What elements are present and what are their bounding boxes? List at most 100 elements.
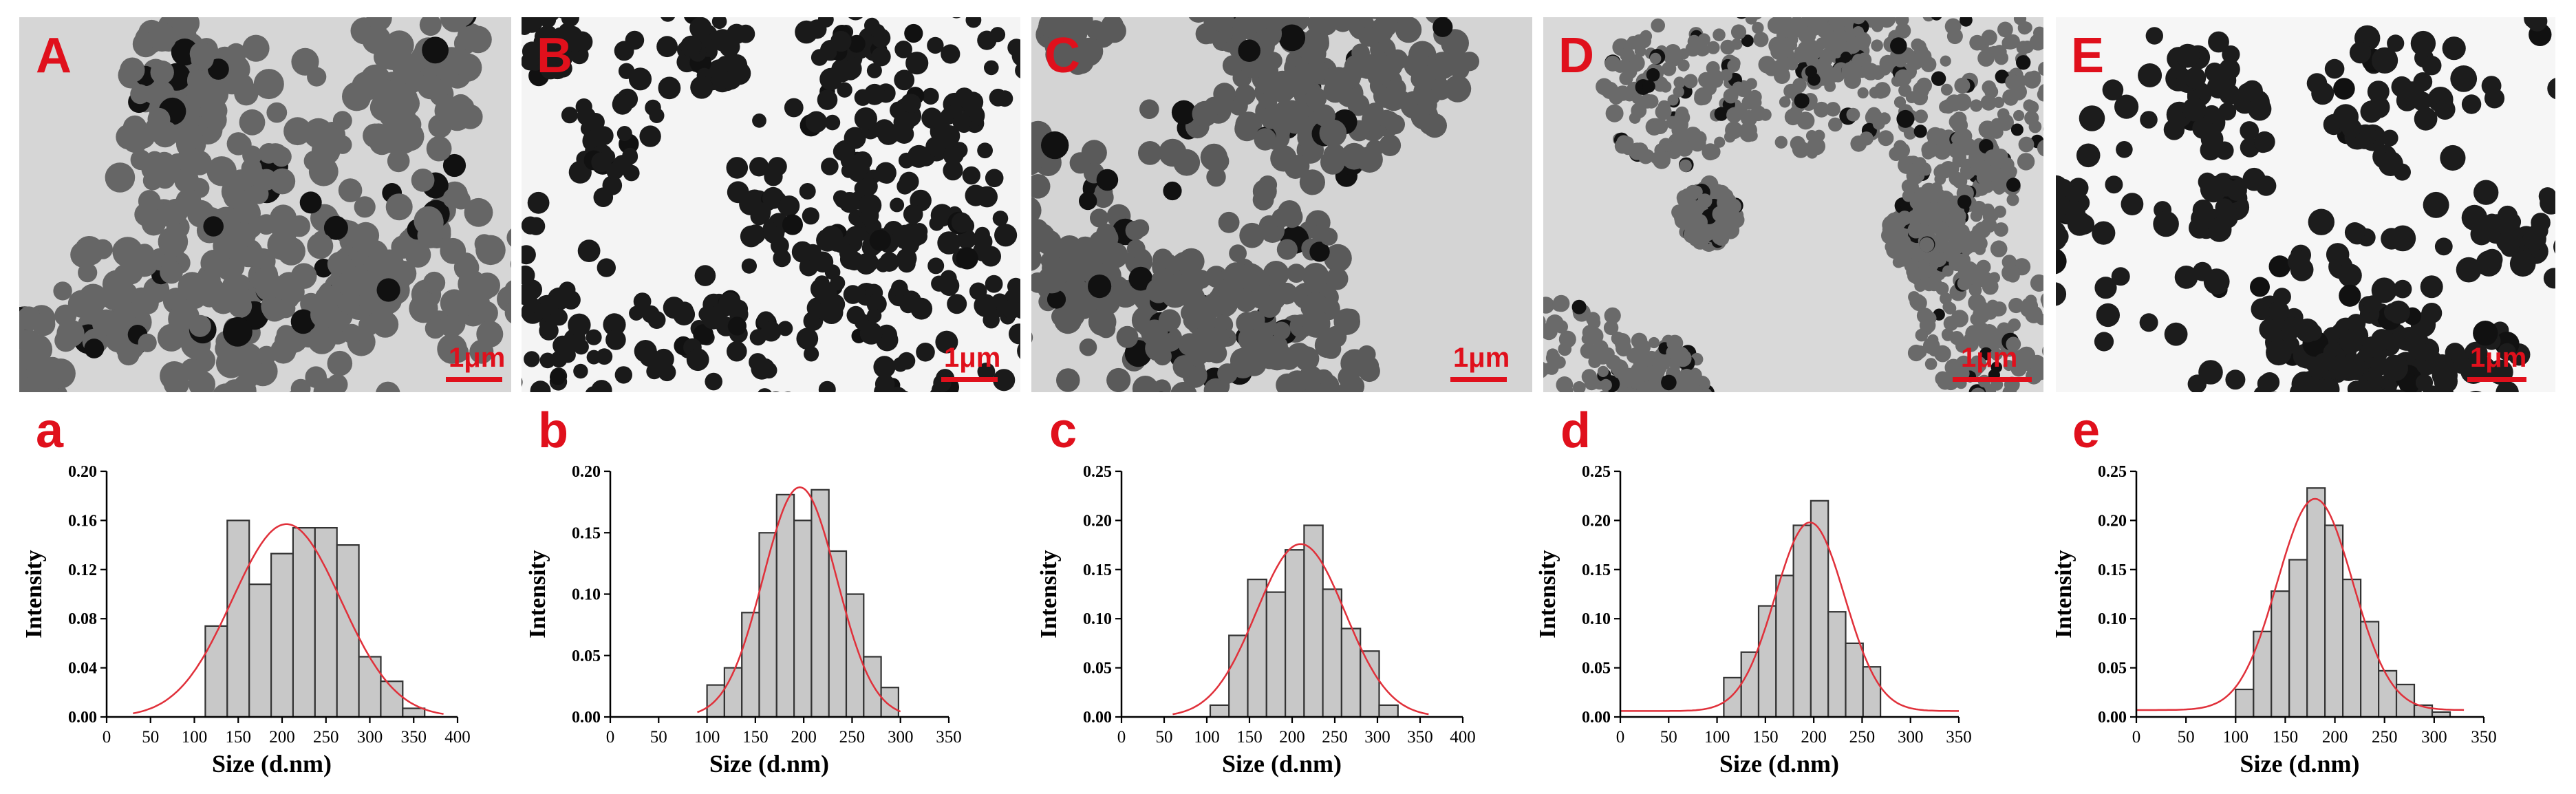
particle [1247,17,1272,31]
particle [2016,55,2031,70]
particle [524,351,540,367]
particle [2023,99,2035,111]
particle [658,76,681,100]
particle [869,229,891,251]
particle [2391,76,2413,98]
particle [1664,44,1682,61]
particle [1935,164,1949,178]
x-tick-label: 400 [1450,728,1476,747]
particle [1922,279,1935,292]
particle [1066,17,1072,18]
particle [2037,34,2043,48]
particle [586,350,601,365]
x-tick-label: 300 [2421,728,2447,747]
particle [1132,376,1159,392]
histogram-d: 0 50 100 150 200 250 300 350 0.00 0.05 0.10 0.15 0.2… [1535,463,1972,777]
particle [1901,179,1916,193]
particle [1653,151,1671,169]
particle [1931,17,1942,21]
particle [603,313,626,336]
particle [1070,17,1093,32]
particle [1199,343,1219,363]
particle [2498,343,2516,361]
particle [2193,261,2213,281]
x-tick-label: 50 [1156,728,1173,747]
particle [2037,87,2043,102]
particle [1600,378,1612,391]
particle [530,380,551,392]
particle [2040,293,2043,305]
particle [158,226,189,257]
particle [187,69,210,93]
particle [2547,78,2555,100]
particle [1096,169,1119,191]
particle [437,334,467,364]
particle [1546,314,1564,332]
particle [1945,94,1963,111]
particle [2346,314,2366,333]
particle [318,297,341,321]
particle [561,107,579,124]
particle [2039,144,2043,156]
particle [2481,76,2502,96]
particle [1652,118,1668,134]
particle [2470,391,2482,392]
particle [2414,107,2438,131]
particle [539,352,556,369]
particle [1969,34,1986,51]
histogram-b: 0 50 100 150 200 250 300 350 0.00 0.05 0.10 0.15 0.2… [525,463,962,777]
particle [1968,283,1982,297]
particle [597,258,616,277]
scale-bar-B [941,377,998,382]
particle [1981,203,1995,217]
scale-bar-label-A: 1μm [449,343,506,373]
particle [751,358,773,380]
particle [2003,360,2015,372]
particle [440,17,469,32]
particle [163,198,189,224]
particle [1784,108,1802,126]
particle [206,156,237,186]
particle [929,215,945,231]
particle [985,275,1003,293]
particle [2116,141,2133,158]
histogram-bar [1228,634,1249,718]
particle [628,67,652,91]
particle [1855,36,1870,51]
particle [1138,141,1162,165]
particle [1997,108,2010,120]
particle [717,56,733,72]
particle [1432,17,1453,37]
particle [639,125,661,147]
particle [1126,239,1146,258]
particle [2105,175,2123,194]
x-tick-label: 300 [1364,728,1391,747]
particle [686,37,702,54]
particle [1234,116,1260,142]
particle [305,366,328,388]
particle [903,204,923,224]
particle [2102,79,2124,100]
tem-image-e [2056,17,2555,392]
histogram-bar [2342,579,2362,718]
particle [726,23,747,44]
particle [173,121,203,151]
particle [262,298,287,322]
particle [784,391,791,392]
particle [859,177,878,196]
particle [596,348,613,365]
particle [2393,279,2412,299]
particle [1125,220,1146,241]
particle [573,339,589,355]
particle [921,107,943,129]
particle [374,44,398,69]
particle [1940,55,1951,67]
particle [1893,54,1907,67]
x-axis-title: Size (d.nm) [1719,750,1839,777]
particle [1642,80,1655,93]
particle [1981,30,1997,45]
particle [376,381,400,392]
histogram-bar [2253,630,2273,718]
particle [1794,45,1811,63]
particle [962,166,980,185]
